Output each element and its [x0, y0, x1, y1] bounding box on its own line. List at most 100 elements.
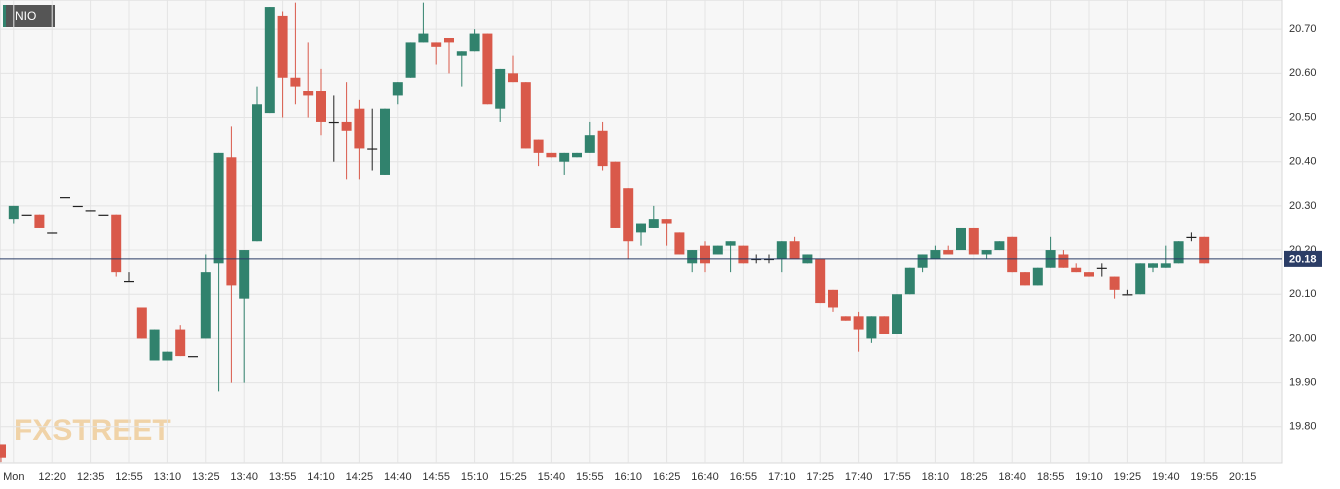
candle-body	[559, 152, 570, 162]
x-tick-label: 17:40	[845, 471, 873, 483]
x-tick-label: 17:25	[806, 471, 834, 483]
candle-body	[1199, 236, 1210, 264]
x-tick-label: 12:55	[115, 471, 143, 483]
x-tick-label: 19:10	[1075, 471, 1103, 483]
candle-body	[994, 241, 1005, 251]
candle-body	[1096, 267, 1107, 269]
candle-body	[149, 329, 160, 361]
candle-body	[418, 33, 429, 43]
candle-body	[584, 135, 595, 153]
last-price-label: 20.18	[1289, 253, 1317, 265]
x-tick-label: 16:25	[653, 471, 681, 483]
candle-body	[956, 227, 966, 251]
candle-body	[815, 258, 826, 304]
candle-body	[712, 245, 723, 255]
candle-body	[1058, 254, 1069, 268]
candle-body	[930, 250, 941, 259]
candle-body	[98, 214, 109, 216]
x-tick-label: 19:25	[1114, 471, 1142, 483]
candle-body	[623, 188, 634, 242]
candle-body	[1071, 267, 1082, 273]
candle-body	[674, 232, 685, 255]
candle-body	[597, 130, 608, 167]
x-tick-label: 15:55	[576, 471, 604, 483]
candle-body	[392, 82, 403, 96]
candle-body	[636, 223, 646, 233]
candle-body	[789, 241, 800, 259]
candle-body	[1173, 241, 1184, 264]
y-tick-label: 20.00	[1289, 332, 1317, 344]
candle-body	[840, 316, 851, 321]
x-tick-label: 14:10	[307, 471, 335, 483]
x-tick-label: 15:25	[499, 471, 527, 483]
candle-body	[405, 42, 416, 78]
watermark: FXSTREET	[14, 414, 171, 447]
x-tick-label: 17:55	[883, 471, 911, 483]
x-tick-label: 13:40	[230, 471, 258, 483]
x-tick-label: 16:55	[730, 471, 758, 483]
candle-body	[226, 157, 237, 286]
candle-body	[341, 121, 352, 131]
candle-body	[469, 33, 480, 52]
candle-body	[72, 205, 83, 208]
x-tick-label: 19:40	[1152, 471, 1180, 483]
candle-body	[610, 161, 621, 228]
y-tick-label: 20.40	[1289, 156, 1317, 168]
candle-body	[879, 316, 890, 334]
candle-body	[1084, 272, 1094, 277]
y-tick-label: 19.80	[1289, 421, 1317, 433]
x-tick-label: 18:25	[960, 471, 988, 483]
candle-body	[546, 152, 557, 158]
y-tick-label: 19.90	[1289, 376, 1317, 388]
candle-body	[354, 108, 365, 149]
candle-body	[687, 250, 698, 264]
x-tick-label: 16:40	[691, 471, 719, 483]
candle-body	[60, 197, 70, 199]
candle-body	[1020, 272, 1030, 286]
x-tick-label: 13:25	[192, 471, 220, 483]
candle-body	[943, 250, 954, 255]
x-tick-label: 19:55	[1190, 471, 1218, 483]
candle-body	[1148, 263, 1158, 268]
candle-body	[1186, 236, 1197, 239]
candle-body	[8, 205, 19, 220]
candle-body	[700, 245, 710, 264]
x-tick-label: 18:40	[998, 471, 1026, 483]
x-tick-label: Mon	[3, 471, 24, 483]
candle-body	[892, 294, 902, 334]
candle-body	[1032, 267, 1043, 286]
candle-body	[290, 77, 301, 87]
last-price-badge	[1284, 250, 1322, 267]
candle-body	[738, 245, 749, 264]
candle-body	[431, 42, 442, 47]
candle-body	[866, 316, 877, 339]
candle-body	[853, 316, 864, 330]
candle-body	[1160, 263, 1171, 268]
candle-body	[482, 33, 493, 105]
y-tick-label: 20.70	[1289, 23, 1317, 35]
candle-body	[828, 289, 838, 308]
candle-body	[751, 258, 762, 261]
y-tick-label: 20.10	[1289, 288, 1317, 300]
candle-body	[917, 254, 928, 268]
candle-body	[0, 444, 6, 458]
candle-body	[572, 152, 582, 158]
candle-body	[380, 108, 390, 175]
y-tick-label: 20.30	[1289, 200, 1317, 212]
candle-body	[495, 68, 506, 109]
x-tick-label: 12:20	[38, 471, 66, 483]
x-tick-label: 17:10	[768, 471, 796, 483]
x-tick-label: 18:55	[1037, 471, 1065, 483]
candle-body	[367, 148, 378, 150]
candle-body	[981, 250, 992, 255]
candle-body	[1122, 294, 1133, 296]
x-tick-label: 12:35	[77, 471, 105, 483]
x-tick-label: 15:10	[461, 471, 489, 483]
candle-body	[764, 258, 774, 261]
candle-body	[520, 82, 531, 149]
x-tick-label: 14:25	[346, 471, 374, 483]
candle-body	[85, 210, 96, 212]
x-tick-label: 15:40	[538, 471, 566, 483]
candle-body	[725, 241, 736, 246]
